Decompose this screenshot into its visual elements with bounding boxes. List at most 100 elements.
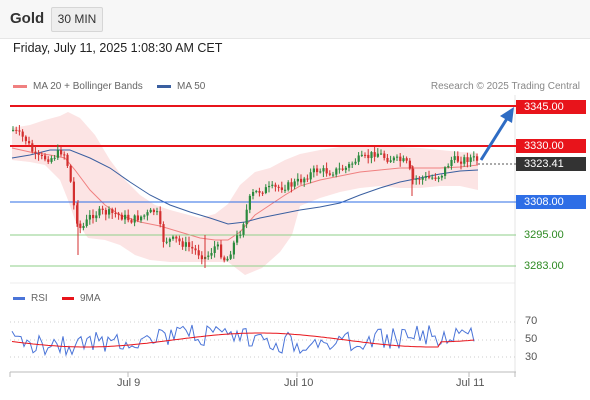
candle-body xyxy=(226,258,229,261)
candle-body xyxy=(24,136,27,142)
candle-body xyxy=(15,129,18,131)
ma20-swatch xyxy=(13,84,27,88)
candle-body xyxy=(271,184,274,186)
candle-body xyxy=(47,159,50,162)
candle-body xyxy=(76,205,79,224)
candle-body xyxy=(268,185,271,188)
x-label-jul11: Jul 11 xyxy=(456,377,485,389)
candle-body xyxy=(296,178,299,182)
candle-body xyxy=(277,186,280,188)
candle-body xyxy=(133,215,136,223)
candle-body xyxy=(456,156,459,162)
candle-body xyxy=(434,177,437,179)
candle-body xyxy=(357,155,360,162)
ma20-line xyxy=(11,147,479,241)
candle-body xyxy=(242,224,245,235)
candle-body xyxy=(104,209,107,215)
candle-body xyxy=(415,178,418,180)
candle-body xyxy=(18,130,21,132)
candle-body xyxy=(56,150,59,158)
rsi-ma-legend-label: 9MA xyxy=(80,293,101,304)
candle-body xyxy=(159,211,162,225)
ma50-legend-label: MA 50 xyxy=(177,81,206,92)
candle-body xyxy=(453,156,456,160)
candle-body xyxy=(450,159,453,166)
candle-body xyxy=(111,209,114,214)
candle-body xyxy=(274,184,277,187)
candle-body xyxy=(287,182,290,190)
candle-body xyxy=(322,168,325,172)
timeframe-button[interactable]: 30 MIN xyxy=(51,7,103,32)
candle-body xyxy=(466,157,469,162)
x-label-jul9: Jul 9 xyxy=(117,377,141,389)
candle-body xyxy=(389,160,392,162)
candle-body xyxy=(108,209,111,215)
candle-body xyxy=(258,191,261,193)
candle-body xyxy=(360,154,363,156)
candle-body xyxy=(172,236,175,239)
candle-body xyxy=(476,156,479,161)
candle-body xyxy=(162,224,165,242)
candle-body xyxy=(63,154,66,156)
candle-body xyxy=(50,158,53,162)
candle-body xyxy=(140,216,143,221)
candle-body xyxy=(252,192,255,196)
candle-body xyxy=(124,214,127,220)
rsi-legend-label: RSI xyxy=(31,293,48,304)
level-label-3295: 3295.00 xyxy=(524,229,564,241)
candle-body xyxy=(280,187,283,190)
candle-body xyxy=(373,152,376,157)
candle-body xyxy=(200,255,203,260)
candle-body xyxy=(306,178,309,180)
candle-body xyxy=(146,212,149,216)
candle-body xyxy=(463,157,466,164)
candle-body xyxy=(120,214,123,220)
candle-body xyxy=(431,177,434,179)
candle-body xyxy=(66,154,69,166)
candle-body xyxy=(236,235,239,243)
candle-body xyxy=(316,168,319,173)
candle-body xyxy=(184,242,187,247)
candle-body xyxy=(312,168,315,173)
candle-body xyxy=(220,244,223,258)
candle-body xyxy=(418,178,421,180)
candle-body xyxy=(168,238,171,242)
candle-body xyxy=(34,151,37,154)
candle-body xyxy=(188,242,191,247)
candle-body xyxy=(408,160,411,169)
rsi-9ma-line xyxy=(11,332,475,348)
candle-body xyxy=(440,175,443,178)
candle-body xyxy=(178,238,181,242)
rsi-swatch xyxy=(13,296,25,300)
candle-body xyxy=(101,208,104,210)
candle-body xyxy=(293,181,296,187)
candle-body xyxy=(392,157,395,161)
ma50-swatch xyxy=(157,84,171,88)
candle-body xyxy=(290,182,293,187)
candle-body xyxy=(181,241,184,247)
candle-body xyxy=(88,214,91,220)
candle-body xyxy=(53,157,56,159)
candle-body xyxy=(396,156,399,158)
candle-body xyxy=(40,154,43,156)
candle-body xyxy=(460,161,463,164)
candle-body xyxy=(69,165,72,182)
chart-datetime: Friday, July 11, 2025 1:08:30 AM CET xyxy=(13,41,223,55)
candle-body xyxy=(405,158,408,161)
candle-body xyxy=(239,234,242,236)
rsi-legend: RSI xyxy=(13,293,48,304)
candle-body xyxy=(92,214,95,219)
candle-body xyxy=(328,173,331,175)
instrument-title: Gold xyxy=(10,10,45,27)
candle-body xyxy=(165,241,168,243)
ma20-legend: MA 20 + Bollinger Bands xyxy=(13,81,143,92)
candle-body xyxy=(472,156,475,158)
candle-body xyxy=(261,192,264,194)
ma50-line xyxy=(11,149,479,225)
candle-body xyxy=(402,158,405,162)
candle-body xyxy=(421,177,424,180)
candle-body xyxy=(351,163,354,165)
candle-body xyxy=(303,178,306,183)
candle-body xyxy=(383,153,386,158)
candle-body xyxy=(152,209,155,213)
